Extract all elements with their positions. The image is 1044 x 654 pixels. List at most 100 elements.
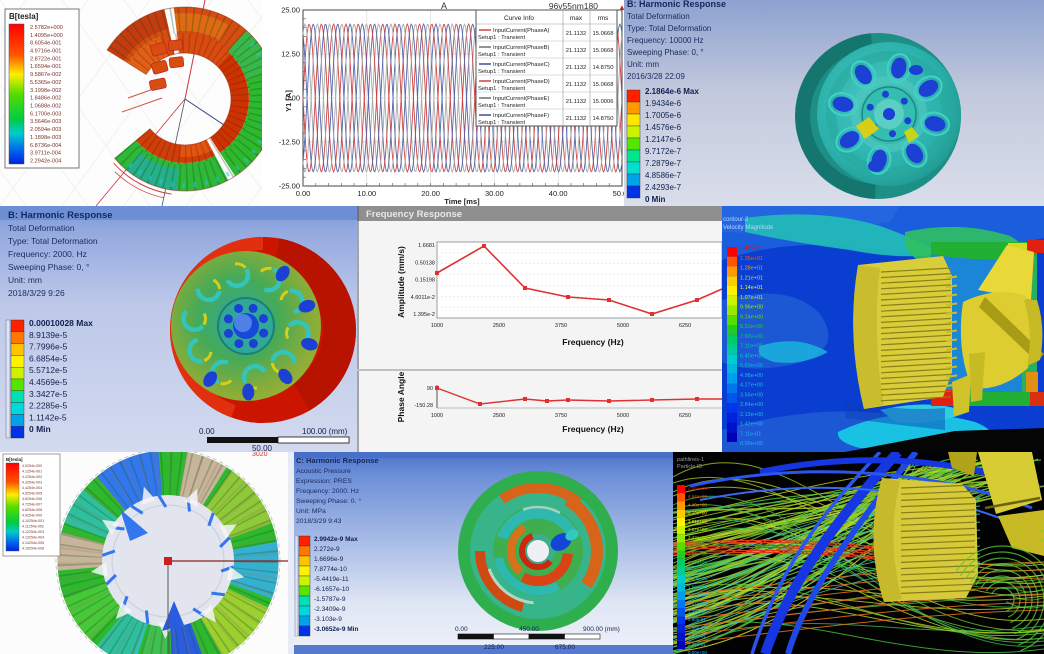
svg-text:25.00: 25.00	[281, 6, 300, 15]
svg-text:21.1132: 21.1132	[566, 48, 587, 54]
svg-text:0.00: 0.00	[199, 427, 215, 436]
svg-text:4.7254e-007: 4.7254e-007	[22, 503, 42, 507]
svg-text:7.2879e-7: 7.2879e-7	[645, 159, 682, 168]
svg-text:Frequency: 2000. Hz: Frequency: 2000. Hz	[8, 249, 87, 259]
svg-text:1.1142e-5: 1.1142e-5	[29, 412, 67, 422]
svg-text:4.6011e-2: 4.6011e-2	[411, 295, 435, 301]
svg-text:8.9139e-5: 8.9139e-5	[29, 330, 68, 340]
svg-text:1.35e+01: 1.35e+01	[740, 256, 763, 262]
svg-text:2.20e+00: 2.20e+00	[688, 576, 707, 581]
svg-text:6.6854e-5: 6.6854e-5	[29, 353, 68, 363]
svg-text:4.10254e-001: 4.10254e-001	[22, 519, 44, 523]
svg-text:-12.50: -12.50	[279, 138, 300, 147]
svg-text:2.84e+00: 2.84e+00	[740, 402, 763, 408]
svg-text:50.00: 50.00	[252, 444, 273, 453]
svg-text:7.82e+00: 7.82e+00	[740, 334, 763, 340]
svg-text:15.0668: 15.0668	[593, 82, 614, 88]
svg-text:4.64e+00: 4.64e+00	[688, 494, 707, 499]
svg-text:2.45e-01: 2.45e-01	[688, 642, 706, 647]
svg-text:9.24e+00: 9.24e+00	[740, 314, 763, 320]
svg-text:0.00: 0.00	[455, 626, 468, 633]
svg-text:Time [ms]: Time [ms]	[444, 197, 480, 206]
svg-text:1.14e+01: 1.14e+01	[740, 285, 763, 291]
svg-text:6250: 6250	[679, 413, 691, 419]
svg-text:InputCurrent(PhaseA): InputCurrent(PhaseA)	[493, 28, 549, 34]
svg-text:Frequency Response: Frequency Response	[366, 209, 462, 220]
svg-text:Frequency (Hz): Frequency (Hz)	[562, 337, 624, 347]
svg-text:1.6594e-001: 1.6594e-001	[30, 64, 61, 70]
svg-text:InputCurrent(PhaseF): InputCurrent(PhaseF)	[493, 113, 549, 119]
svg-text:1.96e+00: 1.96e+00	[688, 584, 707, 589]
svg-text:100.00 (mm): 100.00 (mm)	[302, 427, 348, 436]
svg-text:4.9716e-001: 4.9716e-001	[30, 49, 61, 55]
svg-text:pathlines-1: pathlines-1	[677, 457, 704, 463]
svg-text:A: A	[441, 1, 447, 11]
svg-text:Setup1 : Transient: Setup1 : Transient	[478, 69, 525, 75]
svg-text:-6.1657e-10: -6.1657e-10	[314, 586, 349, 593]
svg-text:1.9434e-6: 1.9434e-6	[645, 99, 682, 108]
svg-text:450.00: 450.00	[519, 626, 539, 633]
svg-text:4.3254e-003: 4.3254e-003	[22, 481, 42, 485]
svg-text:1.42e+00: 1.42e+00	[740, 422, 763, 428]
svg-text:4.6254e-006: 4.6254e-006	[22, 497, 42, 501]
svg-text:3750: 3750	[555, 323, 567, 329]
svg-text:0.00: 0.00	[285, 94, 300, 103]
svg-text:4.14254e-005: 4.14254e-005	[22, 541, 44, 545]
svg-text:2.94e+00: 2.94e+00	[688, 552, 707, 557]
svg-text:2018/3/29 9:26: 2018/3/29 9:26	[8, 288, 65, 298]
svg-text:9.5867e-002: 9.5867e-002	[30, 72, 61, 78]
svg-text:5.5712e-5: 5.5712e-5	[29, 365, 68, 375]
svg-text:Unit: mm: Unit: mm	[8, 275, 42, 285]
svg-text:4.8586e-7: 4.8586e-7	[645, 171, 682, 180]
svg-text:4.4569e-5: 4.4569e-5	[29, 377, 68, 387]
svg-text:2018/3/29 9:43: 2018/3/29 9:43	[296, 518, 342, 525]
svg-text:3.42e+00: 3.42e+00	[688, 535, 707, 540]
svg-text:4.13254e-004: 4.13254e-004	[22, 536, 44, 540]
svg-text:3.56e+00: 3.56e+00	[740, 392, 763, 398]
svg-text:15.0668: 15.0668	[593, 31, 614, 37]
svg-text:Setup1 : Transient: Setup1 : Transient	[478, 120, 525, 126]
svg-text:Amplitude (mm/s): Amplitude (mm/s)	[396, 246, 406, 318]
svg-text:-150.28: -150.28	[414, 403, 433, 409]
svg-text:-3.0652e-9 Min: -3.0652e-9 Min	[314, 626, 358, 633]
svg-text:7.7996e-5: 7.7996e-5	[29, 342, 68, 352]
svg-text:4.90e-01: 4.90e-01	[688, 634, 706, 639]
svg-text:Acoustic Pressure: Acoustic Pressure	[296, 468, 351, 475]
svg-text:96v55nm180: 96v55nm180	[549, 1, 598, 11]
svg-text:3.3427e-5: 3.3427e-5	[29, 389, 68, 399]
svg-text:4.27e+00: 4.27e+00	[740, 383, 763, 389]
svg-text:2500: 2500	[493, 413, 505, 419]
svg-text:7.11e-01: 7.11e-01	[740, 431, 761, 437]
svg-text:Sweeping Phase: 0. °: Sweeping Phase: 0. °	[296, 497, 361, 505]
svg-text:0.50138: 0.50138	[415, 260, 435, 266]
svg-text:2.9942e-9 Max: 2.9942e-9 Max	[314, 536, 358, 543]
svg-text:InputCurrent(PhaseB): InputCurrent(PhaseB)	[493, 45, 549, 51]
svg-text:2.45e+00: 2.45e+00	[688, 568, 707, 573]
svg-text:2.0594e-003: 2.0594e-003	[30, 127, 61, 133]
svg-text:Type: Total Deformation: Type: Total Deformation	[627, 24, 711, 33]
svg-text:6.8736e-004: 6.8736e-004	[30, 143, 61, 149]
svg-text:21.1132: 21.1132	[566, 99, 587, 105]
svg-text:B[tesla]: B[tesla]	[9, 12, 39, 21]
svg-text:4.2254e-002: 4.2254e-002	[22, 475, 42, 479]
svg-text:Y1 [A]: Y1 [A]	[284, 90, 293, 112]
svg-text:Expression: PRES: Expression: PRES	[296, 478, 352, 485]
svg-text:6250: 6250	[679, 323, 691, 329]
svg-text:4.98e+00: 4.98e+00	[740, 373, 763, 379]
svg-text:Particle ID: Particle ID	[677, 464, 702, 470]
svg-text:3.91e+00: 3.91e+00	[688, 519, 707, 524]
svg-text:Unit: MPa: Unit: MPa	[296, 508, 326, 515]
svg-text:2500: 2500	[493, 323, 505, 329]
svg-text:rms: rms	[598, 15, 610, 22]
svg-text:7.35e-01: 7.35e-01	[688, 625, 706, 630]
svg-text:0.00e+00: 0.00e+00	[740, 441, 763, 447]
svg-text:6.1700e-003: 6.1700e-003	[30, 111, 61, 117]
svg-text:4.16e+00: 4.16e+00	[688, 511, 707, 516]
svg-text:1.0688e-002: 1.0688e-002	[30, 104, 61, 110]
svg-text:Frequency: 2000. Hz: Frequency: 2000. Hz	[296, 488, 360, 495]
svg-text:Frequency (Hz): Frequency (Hz)	[562, 424, 624, 434]
svg-text:B: Harmonic Response: B: Harmonic Response	[8, 210, 113, 221]
svg-text:90: 90	[427, 386, 433, 392]
svg-text:1.71e+00: 1.71e+00	[688, 593, 707, 598]
svg-text:-25.00: -25.00	[279, 182, 300, 191]
